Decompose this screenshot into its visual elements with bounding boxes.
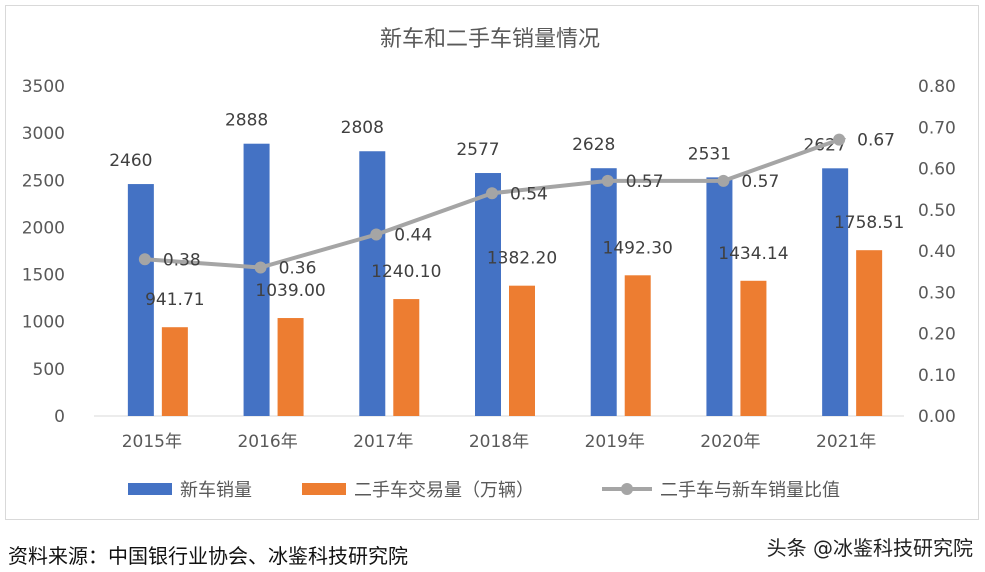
new-car-bar [590,168,617,416]
new-car-bar [822,168,849,416]
category-label: 2016年 [237,432,297,452]
used-car-data-label: 1382.20 [487,249,557,269]
ratio-data-label: 0.67 [857,131,895,151]
right-tick-label: 0.00 [918,407,956,427]
used-car-bar [161,327,188,416]
left-tick-label: 3000 [22,124,65,144]
right-tick-label: 0.40 [918,242,956,262]
legend-label: 新车销量 [180,480,252,501]
left-tick-label: 2000 [22,218,65,238]
ratio-point [370,228,383,241]
ratio-data-label: 0.54 [510,184,548,204]
ratio-point [601,174,614,187]
new-car-bar [475,173,501,416]
right-tick-label: 0.20 [918,325,956,345]
ratio-point [717,174,730,187]
new-car-bar [359,151,386,416]
used-car-bar [393,299,420,416]
used-car-data-label: 1434.14 [718,244,788,264]
right-tick-label: 0.30 [918,283,956,303]
category-label: 2020年 [700,432,760,452]
ratio-data-label: 0.44 [394,226,432,246]
ratio-data-label: 0.36 [279,259,317,279]
new-car-bar [243,143,270,416]
ratio-point [254,261,267,274]
category-label: 2015年 [122,432,182,452]
used-car-data-label: 941.71 [145,290,204,310]
new-car-data-label: 2808 [341,118,384,138]
right-tick-label: 0.70 [918,118,956,138]
new-car-data-label: 2577 [456,140,499,160]
legend-swatch-new-car [128,483,172,495]
ratio-point [833,133,846,146]
left-tick-label: 1000 [22,313,65,333]
used-car-bar [509,285,535,416]
new-car-bar [706,177,733,416]
right-tick-label: 0.60 [918,160,956,180]
legend-marker-ratio [621,483,633,495]
chart-title: 新车和二手车销量情况 [380,27,600,52]
right-tick-label: 0.10 [918,366,956,386]
right-tick-label: 0.50 [918,201,956,221]
new-car-bar [127,184,154,416]
source-note: 资料来源：中国银行业协会、冰鉴科技研究院 [8,544,408,568]
left-tick-label: 500 [33,360,65,380]
legend-label: 二手车与新车销量比值 [660,480,840,501]
legend-swatch-used-car [302,483,346,495]
used-car-bar [740,280,767,416]
left-tick-label: 1500 [22,266,65,286]
chart: 新车和二手车销量情况 0 500 1000 1500 2000 2500 3000 3500 0… [22,27,956,501]
category-label: 2017年 [353,432,413,452]
used-car-bar [624,275,651,416]
used-car-data-label: 1039.00 [255,281,325,301]
watermark: 头条 @冰鉴科技研究院 [766,536,973,560]
used-car-data-label: 1492.30 [603,238,673,258]
ratio-data-label: 0.57 [626,172,664,192]
chart-frame [5,5,979,520]
used-car-bar [277,318,304,416]
category-label: 2021年 [816,432,876,452]
new-car-data-label: 2888 [225,111,268,131]
new-car-data-label: 2460 [109,151,152,171]
ratio-data-label: 0.38 [163,250,201,270]
category-label: 2018年 [469,432,529,452]
used-car-data-label: 1240.10 [371,262,441,282]
new-car-data-label: 2531 [688,144,731,164]
left-tick-label: 0 [54,407,65,427]
used-car-data-label: 1758.51 [834,213,904,233]
ratio-data-label: 0.57 [741,172,779,192]
new-car-data-label: 2628 [572,135,615,155]
ratio-point [486,187,498,200]
right-tick-label: 0.80 [918,77,956,97]
used-car-bar [856,250,883,416]
legend-label: 二手车交易量（万辆） [354,480,534,501]
category-label: 2019年 [585,432,645,452]
left-tick-label: 3500 [22,77,65,97]
ratio-point [138,253,151,266]
left-tick-label: 2500 [22,171,65,191]
